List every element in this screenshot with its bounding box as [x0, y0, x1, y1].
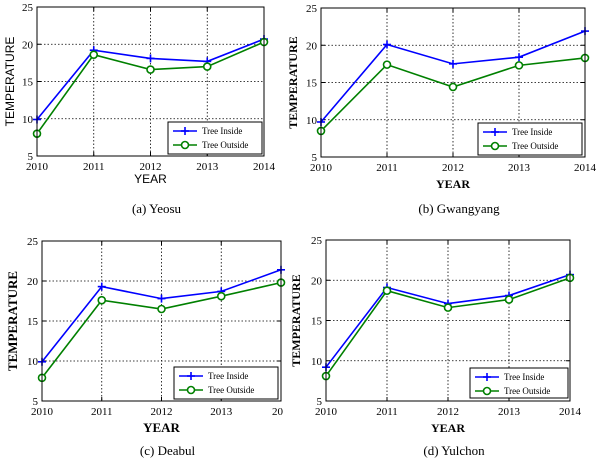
data-point-tree-inside [449, 59, 457, 68]
data-point-tree-outside [157, 304, 166, 314]
x-tick-label: 2012 [151, 406, 173, 418]
data-point-tree-outside [202, 62, 212, 71]
data-point-tree-outside [514, 61, 524, 70]
axes-frame [36, 6, 265, 157]
x-tick-label: 2013 [498, 406, 521, 418]
x-tick-label: 2014 [253, 161, 276, 173]
x-tick-label: 2010 [31, 406, 54, 418]
y-tick-label: 5 [33, 396, 39, 408]
x-tick-label: 2011 [91, 406, 113, 418]
x-tick-label: 2010 [315, 406, 338, 418]
x-tick-label: 2012 [442, 162, 464, 174]
legend-label: Tree Inside [504, 372, 544, 382]
panel-caption: (a) Yeosu [132, 201, 182, 216]
y-tick-label: 15 [22, 77, 34, 89]
data-point-tree-outside [504, 295, 514, 304]
axes-frame [325, 239, 571, 402]
legend: Tree Inside Tree Outside [477, 122, 583, 156]
data-point-tree-inside [515, 53, 523, 62]
y-tick-label: 10 [311, 356, 323, 368]
y-tick-label: 25 [311, 235, 323, 247]
y-tick-label: 20 [22, 39, 34, 51]
x-axis-label: YEAR [134, 172, 167, 186]
legend-marker-circle [186, 385, 196, 395]
legend-marker-circle [482, 386, 492, 396]
x-axis-label: YEAR [436, 177, 470, 191]
legend-label: Tree Inside [202, 126, 242, 136]
y-tick-label: 5 [312, 152, 318, 164]
data-point-tree-outside [89, 50, 99, 59]
x-tick-label: 2014 [574, 162, 597, 174]
legend-label: Tree Outside [504, 386, 550, 396]
data-point-tree-outside [382, 60, 392, 69]
data-point-tree-outside [443, 303, 453, 312]
y-tick-label: 20 [306, 40, 318, 52]
x-tick-label: 2013 [508, 162, 531, 174]
x-tick-label: 2012 [437, 406, 459, 418]
x-axis-label: YEAR [431, 421, 465, 435]
chart-panel-2: 5 10 15 20 25 2010 2011 2012 2013 2014 Tree Inside… [286, 3, 597, 216]
x-tick-label: 2013 [196, 161, 219, 173]
x-tick-label: 2014 [559, 406, 582, 418]
data-point-tree-outside [216, 291, 226, 301]
y-tick-label: 5 [317, 396, 323, 408]
y-tick-label: 25 [306, 3, 318, 15]
y-axis-label: TEMPERATURE [5, 271, 20, 371]
data-point-tree-outside [146, 65, 155, 74]
axes-frame [41, 240, 282, 402]
y-tick-label: 15 [311, 316, 323, 328]
data-point-tree-outside [97, 295, 107, 305]
y-tick-label: 25 [22, 2, 34, 14]
data-point-tree-outside [382, 286, 392, 296]
y-tick-label: 20 [27, 276, 39, 288]
chart-panel-1: 5 10 15 20 25 2010 2011 2012 2013 2014 Tree Inside… [3, 2, 276, 216]
data-point-tree-inside [157, 294, 166, 303]
chart-panel-4: 5 10 15 20 25 2010 2011 2012 2013 2014 Tree Inside… [289, 235, 582, 458]
data-point-tree-inside [146, 54, 155, 63]
legend-marker-circle [490, 141, 500, 151]
y-tick-label: 15 [27, 316, 39, 328]
y-tick-label: 25 [27, 236, 39, 248]
legend-label: Tree Outside [202, 140, 248, 150]
legend-label: Tree Inside [208, 371, 248, 381]
x-tick-label: 2010 [26, 161, 49, 173]
x-tick-label: 2010 [310, 162, 333, 174]
legend-box [167, 121, 263, 155]
data-point-tree-inside [383, 40, 391, 49]
y-tick-label: 10 [27, 356, 39, 368]
x-tick-label: 2011 [376, 406, 398, 418]
legend-label: Tree Inside [512, 127, 552, 137]
legend: Tree Inside Tree Outside [173, 366, 279, 400]
legend: Tree Inside Tree Outside [469, 367, 569, 399]
panel-caption: (b) Gwangyang [418, 201, 500, 216]
legend: Tree Inside Tree Outside [167, 121, 263, 155]
y-axis-label: TEMPERATURE [3, 37, 17, 127]
x-tick-label: 2011 [376, 162, 398, 174]
y-tick-label: 10 [22, 114, 34, 126]
y-tick-label: 15 [306, 78, 318, 90]
x-tick-label: 20 [272, 406, 284, 418]
x-tick-label: 2011 [83, 161, 105, 173]
y-tick-label: 20 [311, 275, 323, 287]
y-tick-label: 5 [28, 151, 34, 163]
data-point-tree-inside [97, 282, 106, 291]
x-tick-label: 2012 [140, 161, 162, 173]
legend-label: Tree Outside [512, 141, 558, 151]
axes-frame [320, 7, 586, 158]
legend-label: Tree Outside [208, 385, 254, 395]
panel-caption: (c) Deabul [140, 443, 196, 458]
y-axis-label: TEMPERATURE [289, 274, 303, 366]
legend-marker-circle [180, 140, 190, 150]
panel-caption: (d) Yulchon [423, 443, 485, 458]
y-tick-label: 10 [306, 115, 318, 127]
data-point-tree-outside [448, 82, 458, 92]
x-tick-label: 2013 [210, 406, 233, 418]
x-axis-label: YEAR [143, 420, 180, 435]
y-axis-label: TEMPERATURE [286, 36, 300, 128]
